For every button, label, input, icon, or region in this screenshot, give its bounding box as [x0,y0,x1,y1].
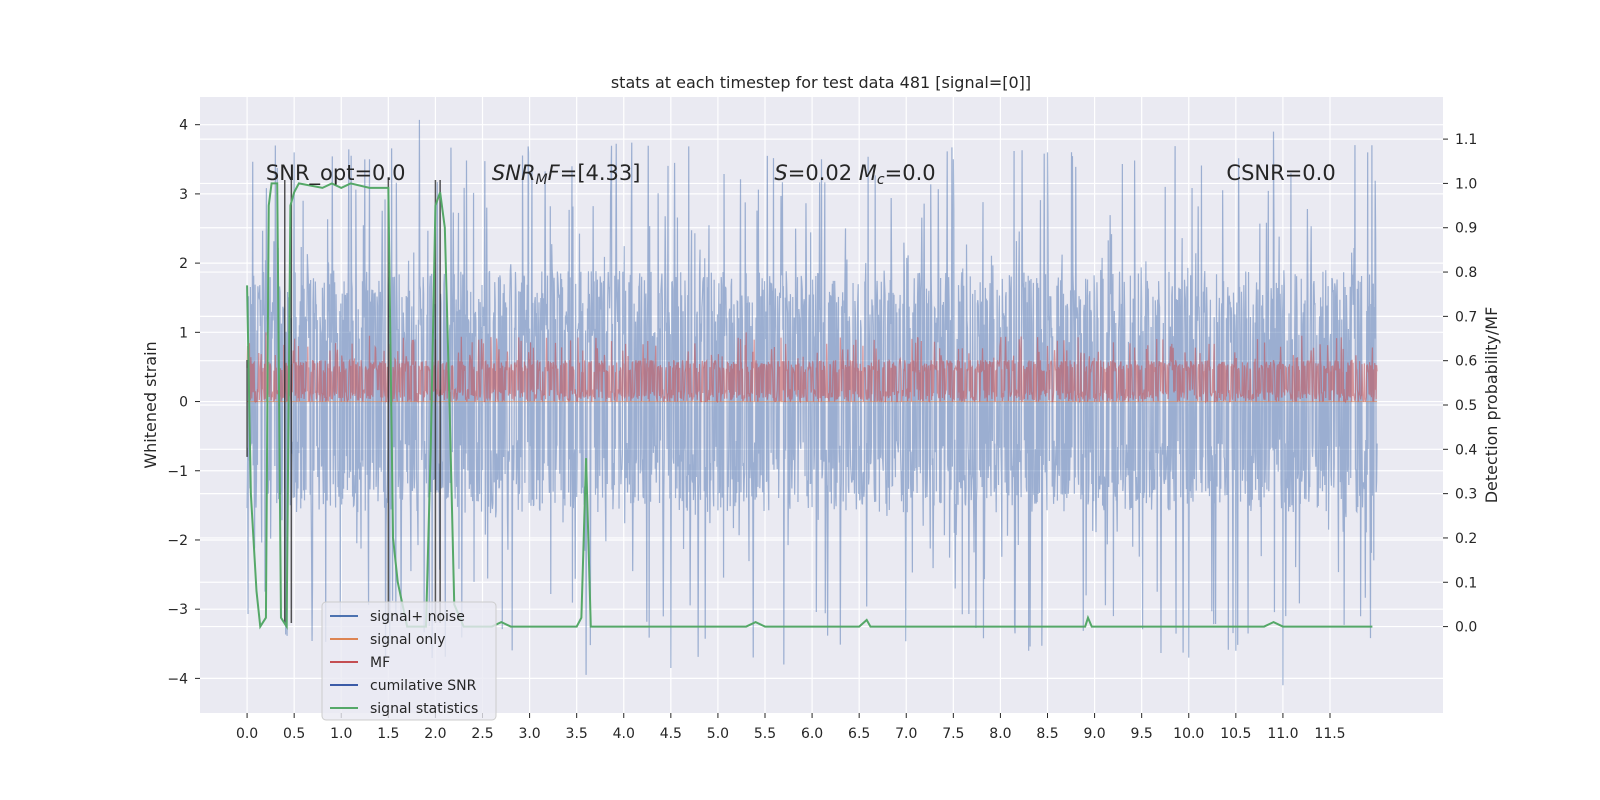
annotation-part: CSNR=0.0 [1226,161,1335,185]
y2-tick-label: 0.8 [1455,265,1477,281]
x-tick-label: 10.0 [1173,726,1204,742]
x-tick-label: 9.0 [1083,726,1105,742]
x-tick-label: 2.0 [424,726,446,742]
y-tick-label: −1 [167,464,188,480]
x-tick-label: 5.0 [707,726,729,742]
annotation: CSNR=0.0 [1226,161,1335,185]
y2-tick-label: 0.9 [1455,221,1477,237]
y2-tick-label: 1.0 [1455,176,1477,192]
x-tick-label: 7.0 [895,726,917,742]
x-tick-label: 1.0 [330,726,352,742]
y-tick-label: 3 [179,187,188,203]
legend-box [321,601,497,721]
y2-tick-label: 1.1 [1455,132,1477,148]
y-tick-label: 0 [179,395,188,411]
legend-label: signal only [370,632,445,648]
legend-label: signal+ noise [370,609,465,625]
series-layer [246,119,1378,686]
annotation-part: c [877,172,885,188]
legend-label: MF [370,655,390,671]
annotation-part: SNR_opt=0.0 [266,161,406,186]
annotation-part: SNR [492,161,536,185]
y2-tick-label: 0.4 [1455,442,1477,458]
legend-label: cumilative SNR [370,678,477,694]
x-tick-label: 0.5 [283,726,305,742]
y-tick-label: −3 [167,602,188,618]
x-tick-label: 5.5 [754,726,776,742]
y-tick-label: 4 [179,118,188,134]
annotation-part: M [536,172,548,188]
y-tick-label: −4 [167,671,188,687]
x-tick-label: 4.0 [613,726,635,742]
axes: 0.0 0.5 1.0 1.5 2.0 2.5 3.0 3.5 4.0 4.5 5.0 5.5 6.0 6… [167,118,1477,742]
x-tick-label: 6.0 [801,726,823,742]
annotation-part: M [859,161,877,185]
x-tick-label: 9.5 [1131,726,1153,742]
x-tick-label: 3.0 [518,726,540,742]
y2-tick-label: 0.3 [1455,487,1477,503]
y2-tick-label: 0.1 [1455,575,1477,591]
series-line [246,182,1373,630]
y2-tick-label: 0.6 [1455,354,1477,370]
y2-tick-label: 0.2 [1455,531,1477,547]
x-tick-label: 2.5 [471,726,493,742]
y-axis-label: Whitened strain [141,341,160,468]
series-signal-statistics [246,182,1373,630]
y-tick-label: 2 [179,256,188,272]
x-tick-label: 4.5 [660,726,682,742]
annotation: SNRMF=[4.33] [492,161,641,188]
annotation-part: =0.02 [788,161,859,185]
x-tick-label: 11.5 [1314,726,1345,742]
x-tick-label: 8.0 [989,726,1011,742]
chart-title: stats at each timestep for test data 481… [611,73,1031,92]
annotation-part: F [548,161,561,185]
x-tick-label: 8.5 [1036,726,1058,742]
x-tick-label: 10.5 [1220,726,1251,742]
x-tick-label: 11.0 [1267,726,1298,742]
x-tick-label: 1.5 [377,726,399,742]
legend-label: signal statistics [370,701,478,717]
annotation: S=0.02 Mc=0.0 [774,161,935,188]
annotation: SNR_opt=0.0 [266,161,406,186]
x-tick-label: 3.5 [566,726,588,742]
y-tick-label: 1 [179,325,188,341]
annotation-part: =0.0 [885,161,936,185]
x-tick-label: 6.5 [848,726,870,742]
y-tick-label: −2 [167,533,188,549]
y2-tick-label: 0.5 [1455,398,1477,414]
y2-axis-label: Detection probability/MF [1482,307,1501,504]
x-tick-label: 0.0 [236,726,258,742]
legend: signal+ noise signal only MF cumilative SNR… [321,601,497,721]
annotations: SNR_opt=0.0 SNRMF=[4.33] S=0.02 Mc=0.0 CSNR… [266,161,1336,188]
y2-tick-label: 0.7 [1455,309,1477,325]
annotation-part: =[4.33] [560,161,641,185]
x-tick-label: 7.5 [942,726,964,742]
y2-tick-label: 0.0 [1455,620,1477,636]
annotation-part: S [774,161,787,185]
